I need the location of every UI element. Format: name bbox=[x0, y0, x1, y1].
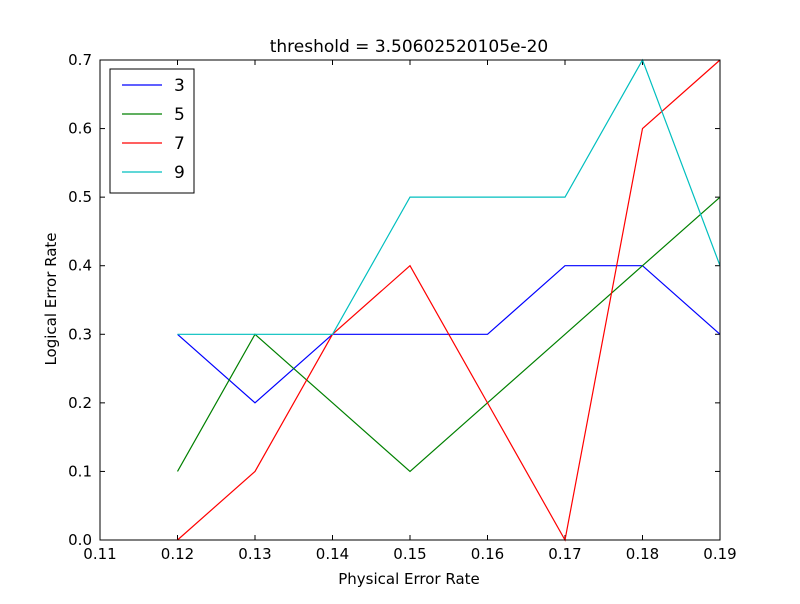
x-tick-label: 0.17 bbox=[548, 545, 581, 563]
x-tick-label: 0.12 bbox=[161, 545, 194, 563]
y-tick-label: 0.7 bbox=[68, 51, 92, 69]
x-axis-label: Physical Error Rate bbox=[338, 570, 480, 588]
y-tick-label: 0.6 bbox=[68, 120, 92, 138]
x-tick-label: 0.19 bbox=[703, 545, 736, 563]
legend-label: 5 bbox=[174, 105, 185, 125]
series-line-9 bbox=[177, 58, 721, 335]
y-tick-label: 0.1 bbox=[68, 462, 92, 480]
series-lines bbox=[176, 58, 721, 542]
legend-label: 3 bbox=[174, 76, 185, 96]
x-tick-label: 0.13 bbox=[238, 545, 271, 563]
y-tick-label: 0.4 bbox=[68, 257, 92, 275]
series-line-5 bbox=[176, 196, 721, 473]
x-tick-label: 0.16 bbox=[471, 545, 504, 563]
y-axis-label: Logical Error Rate bbox=[42, 232, 60, 365]
series-line-7 bbox=[177, 59, 721, 542]
legend-label: 7 bbox=[174, 134, 185, 154]
x-tick-label: 0.11 bbox=[83, 545, 116, 563]
y-tick-label: 0.0 bbox=[68, 531, 92, 549]
y-tick-label: 0.3 bbox=[68, 325, 92, 343]
y-tick-label: 0.2 bbox=[68, 394, 92, 412]
x-tick-label: 0.18 bbox=[626, 545, 659, 563]
chart-title: threshold = 3.50602520105e-20 bbox=[270, 37, 549, 57]
plot-frame bbox=[99, 59, 721, 541]
y-tick-label: 0.5 bbox=[68, 188, 92, 206]
x-tick-label: 0.14 bbox=[316, 545, 349, 563]
axis-ticks: 0.11 0.12 0.13 0.14 0.15 0.16 0.17 0.18 0.190.00… bbox=[68, 51, 737, 563]
legend-label: 9 bbox=[174, 163, 185, 183]
legend: 3 5 7 9 bbox=[109, 68, 195, 194]
x-tick-label: 0.15 bbox=[393, 545, 426, 563]
